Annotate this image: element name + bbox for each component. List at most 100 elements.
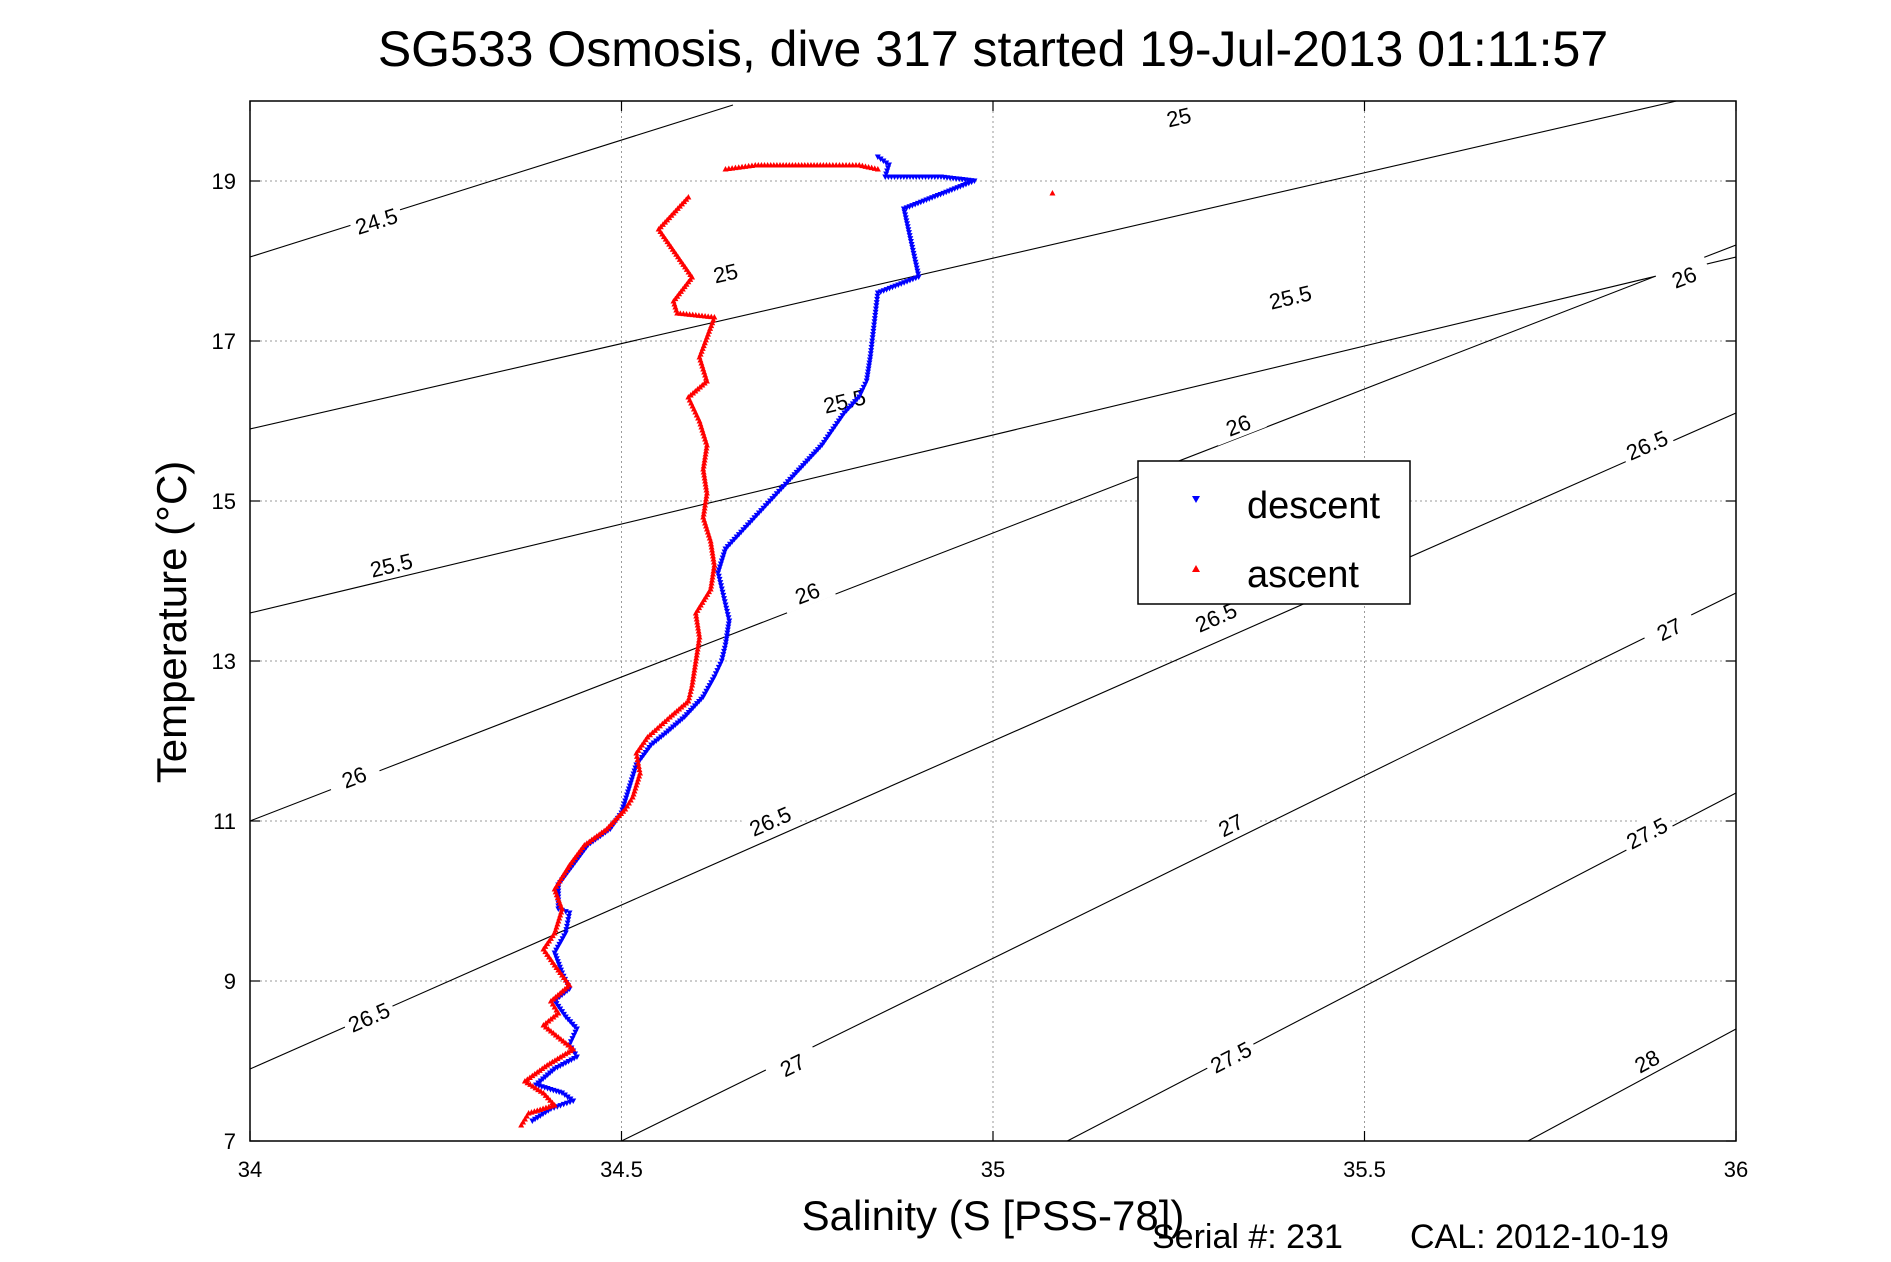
ascent-point	[702, 454, 709, 460]
descent-point	[725, 624, 732, 630]
descent-point	[871, 322, 878, 328]
descent-point	[570, 1032, 577, 1039]
descent-point	[542, 1109, 549, 1116]
legend-descent-label: descent	[1247, 485, 1381, 527]
ascent-point	[695, 643, 702, 649]
ascent-point	[689, 682, 696, 688]
ascent-point	[695, 625, 702, 631]
descent-point	[573, 1026, 580, 1032]
descent-point	[719, 655, 726, 661]
descent-point	[571, 1056, 578, 1062]
descent-point	[626, 783, 633, 789]
descent-point	[721, 645, 728, 652]
descent-point	[723, 636, 730, 642]
ascent-point	[693, 613, 700, 619]
ascent-point	[703, 490, 710, 496]
ascent-point	[691, 664, 698, 670]
ascent-point	[711, 562, 718, 568]
density-contour-line	[1067, 792, 1736, 1141]
contour-label: 25	[711, 259, 740, 289]
descent-point	[719, 555, 726, 561]
legend-ascent-label: ascent	[1247, 554, 1359, 596]
descent-point	[720, 652, 727, 658]
descent-point	[902, 215, 909, 221]
descent-point	[556, 941, 563, 948]
contour-label-bg	[339, 993, 398, 1039]
descent-point	[555, 961, 562, 968]
contour-label-bg	[1261, 277, 1319, 315]
contour-label-bg	[815, 381, 873, 419]
ascent-point	[710, 565, 717, 571]
descent-point	[865, 366, 872, 372]
ascent-point	[696, 634, 703, 640]
descent-point	[877, 156, 884, 162]
y-tick-label: 17	[212, 329, 236, 354]
ascent-point	[703, 448, 710, 454]
descent-point	[708, 680, 715, 686]
descent-point	[905, 227, 912, 233]
ascent-point	[695, 640, 702, 646]
descent-point	[722, 546, 729, 552]
density-contour-line	[250, 412, 1736, 1070]
descent-point	[537, 1113, 544, 1119]
contour-label-bg	[1617, 1036, 1676, 1084]
ascent-point	[709, 547, 716, 553]
descent-point	[726, 618, 733, 624]
contour-label-bg	[347, 199, 405, 241]
ascent-point	[708, 544, 715, 550]
ascent-point	[708, 541, 715, 547]
descent-point	[724, 608, 731, 615]
descent-point	[910, 250, 917, 257]
ascent-point	[518, 1122, 525, 1128]
ascent-point	[700, 463, 707, 469]
ascent-point	[700, 511, 707, 517]
descent-point	[860, 384, 867, 391]
descent-point	[559, 1090, 566, 1096]
descent-point	[721, 599, 728, 605]
descent-point	[565, 913, 572, 920]
descent-point	[862, 381, 869, 388]
descent-point	[915, 271, 922, 278]
contour-label-bg	[1654, 254, 1713, 298]
y-tick-label: 9	[224, 969, 236, 994]
ascent-point	[689, 679, 696, 685]
descent-point	[557, 939, 564, 945]
descent-point	[721, 648, 728, 655]
ascent-point	[1049, 190, 1056, 196]
descent-point	[539, 1111, 546, 1118]
descent-point	[567, 1096, 574, 1102]
ascent-point	[633, 753, 640, 759]
descent-point	[906, 233, 913, 239]
descent-point	[725, 621, 732, 627]
descent-point	[901, 209, 908, 215]
contour-label-bg	[697, 253, 754, 291]
descent-point	[883, 160, 890, 166]
density-contour-line	[250, 256, 1736, 614]
ascent-point	[703, 442, 710, 448]
ascent-point	[702, 478, 709, 484]
descent-point	[566, 910, 573, 916]
grid-lines	[250, 101, 1736, 1141]
descent-point	[872, 312, 879, 319]
descent-point	[556, 964, 563, 971]
ascent-point	[701, 472, 708, 478]
ascent-point	[703, 493, 710, 499]
ascent-point	[695, 628, 702, 634]
descent-point	[868, 341, 875, 348]
contour-label-bg	[762, 1040, 822, 1088]
descent-point	[904, 221, 911, 227]
ascent-point	[635, 760, 642, 766]
ascent-point	[709, 571, 716, 577]
y-tick-label: 7	[224, 1129, 236, 1154]
descent-point	[564, 923, 571, 930]
descent-point	[529, 1118, 536, 1124]
descent-point	[863, 378, 870, 384]
ascent-point	[701, 475, 708, 481]
ascent-point	[702, 499, 709, 505]
descent-point	[563, 927, 570, 933]
descent-point	[874, 290, 881, 296]
descent-point	[715, 664, 722, 671]
descent-point	[721, 596, 728, 602]
ascent-point	[874, 166, 881, 172]
descent-point	[725, 615, 732, 621]
